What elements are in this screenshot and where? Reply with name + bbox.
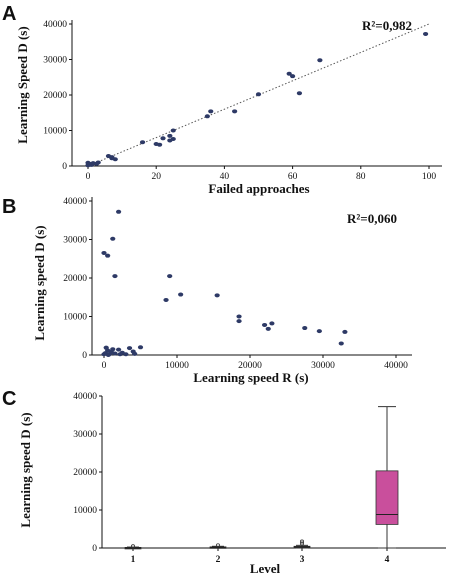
panel-c-xlabel: Level: [250, 561, 281, 576]
panel-a-point: [290, 74, 296, 79]
panel-b-point: [105, 253, 111, 258]
panel-b-r2: R²=0,060: [347, 211, 397, 226]
y-tick-label: 30000: [73, 430, 97, 440]
x-tick-label: 0: [102, 361, 107, 371]
panel-b-point: [116, 347, 122, 352]
panel-b-point: [236, 314, 242, 319]
panel-b-axes: 0 10000 20000 30000 40000 0 10000 20000 30000 400…: [63, 197, 412, 371]
panel-b-point: [112, 274, 118, 279]
box-outlier: [215, 543, 220, 548]
panel-b-point: [236, 319, 242, 324]
x-tick-label: 1: [131, 555, 136, 565]
panel-a: A 0 20 40 60 80 100 0 10000 20000 30000 40000 R²=0…: [2, 3, 442, 196]
panel-b-point: [262, 322, 268, 327]
x-tick-label: 10000: [165, 361, 189, 371]
y-tick-label: 40000: [63, 197, 87, 207]
panel-a-ylabel: Learning Speed D (s): [15, 26, 30, 143]
x-tick-label: 4: [385, 555, 390, 565]
y-tick-label: 40000: [73, 392, 97, 402]
panel-a-point: [296, 91, 303, 96]
panel-b-xlabel: Learning speed R (s): [193, 370, 308, 385]
panel-b-point: [103, 345, 109, 350]
box-outlier: [299, 541, 304, 546]
panel-b: B 0 10000 20000 30000 40000 0 10000 20000 30000 4…: [2, 196, 412, 385]
panel-a-point: [170, 128, 176, 133]
y-tick-label: 20000: [43, 91, 67, 101]
y-tick-label: 20000: [73, 468, 97, 478]
x-tick-label: 80: [356, 172, 366, 182]
panel-a-point: [157, 142, 163, 147]
panel-b-point: [302, 326, 308, 331]
x-tick-label: 100: [422, 172, 437, 182]
y-tick-label: 10000: [43, 127, 67, 137]
panel-a-r2: R²=0,982: [362, 18, 412, 33]
panel-b-point: [178, 292, 184, 297]
panel-b-point: [126, 346, 133, 351]
x-tick-label: 40000: [384, 361, 408, 371]
y-tick-label: 10000: [73, 506, 97, 516]
panel-b-point: [265, 326, 271, 331]
x-tick-label: 2: [216, 555, 221, 565]
panel-b-letter: B: [2, 196, 16, 218]
panel-b-point: [342, 329, 348, 334]
panel-b-point: [101, 250, 107, 255]
panel-a-point: [85, 160, 91, 165]
x-tick-label: 20: [151, 172, 161, 182]
y-tick-label: 0: [82, 351, 87, 361]
panel-a-point: [232, 109, 238, 114]
x-tick-label: 30000: [311, 361, 335, 371]
panel-a-point: [422, 31, 429, 36]
panel-b-point: [137, 345, 144, 350]
x-tick-label: 0: [86, 172, 91, 182]
box-outlier: [299, 539, 304, 544]
panel-b-ylabel: Learning speed D (s): [32, 225, 47, 340]
panel-a-point: [317, 58, 323, 63]
panel-b-point: [117, 352, 123, 357]
panel-b-point: [123, 352, 129, 357]
panel-a-point: [139, 140, 146, 145]
x-tick-label: 40: [220, 172, 230, 182]
panel-b-point: [269, 321, 275, 326]
y-tick-label: 40000: [43, 20, 67, 30]
panel-b-point: [338, 341, 344, 346]
panel-b-point: [167, 274, 173, 279]
panel-b-point: [214, 293, 220, 298]
panel-a-point: [204, 114, 210, 119]
y-tick-label: 0: [62, 162, 67, 172]
x-tick-label: 3: [300, 555, 305, 565]
panel-b-point: [110, 347, 116, 352]
panel-b-point: [105, 353, 111, 357]
y-tick-label: 30000: [43, 56, 67, 66]
y-tick-label: 20000: [63, 274, 87, 284]
y-tick-label: 10000: [63, 313, 87, 323]
panel-a-xlabel: Failed approaches: [208, 181, 309, 196]
panel-b-point: [163, 297, 169, 302]
y-tick-label: 30000: [63, 236, 87, 246]
panel-c-ylabel: Learning speed D (s): [18, 412, 33, 527]
panel-a-point: [160, 136, 166, 141]
x-tick-label: 20000: [238, 361, 262, 371]
panel-c: C 0 10000 20000 30000 40000 1 2 3 4 Level Learni…: [2, 388, 446, 576]
panel-b-point: [316, 329, 322, 334]
x-tick-label: 60: [288, 172, 298, 182]
y-tick-label: 0: [92, 544, 97, 554]
panel-a-letter: A: [2, 3, 16, 25]
panel-a-point: [167, 133, 173, 138]
panel-a-point: [208, 109, 214, 114]
panel-a-point: [286, 71, 292, 76]
box-outlier: [130, 544, 135, 549]
panel-a-axes: 0 20 40 60 80 100 0 10000 20000 30000 40000: [43, 20, 442, 182]
panel-c-letter: C: [2, 388, 16, 410]
panel-b-point: [116, 209, 122, 214]
panel-c-axes: 0 10000 20000 30000 40000 1 2 3 4: [73, 392, 446, 565]
panel-a-point: [170, 137, 176, 142]
panel-a-point: [109, 155, 115, 160]
box-body: [375, 470, 399, 525]
panel-a-point: [255, 92, 262, 97]
panel-a-point: [95, 160, 101, 165]
panel-b-point: [112, 351, 118, 356]
panel-b-point: [110, 236, 116, 241]
panel-b-point: [132, 351, 138, 356]
